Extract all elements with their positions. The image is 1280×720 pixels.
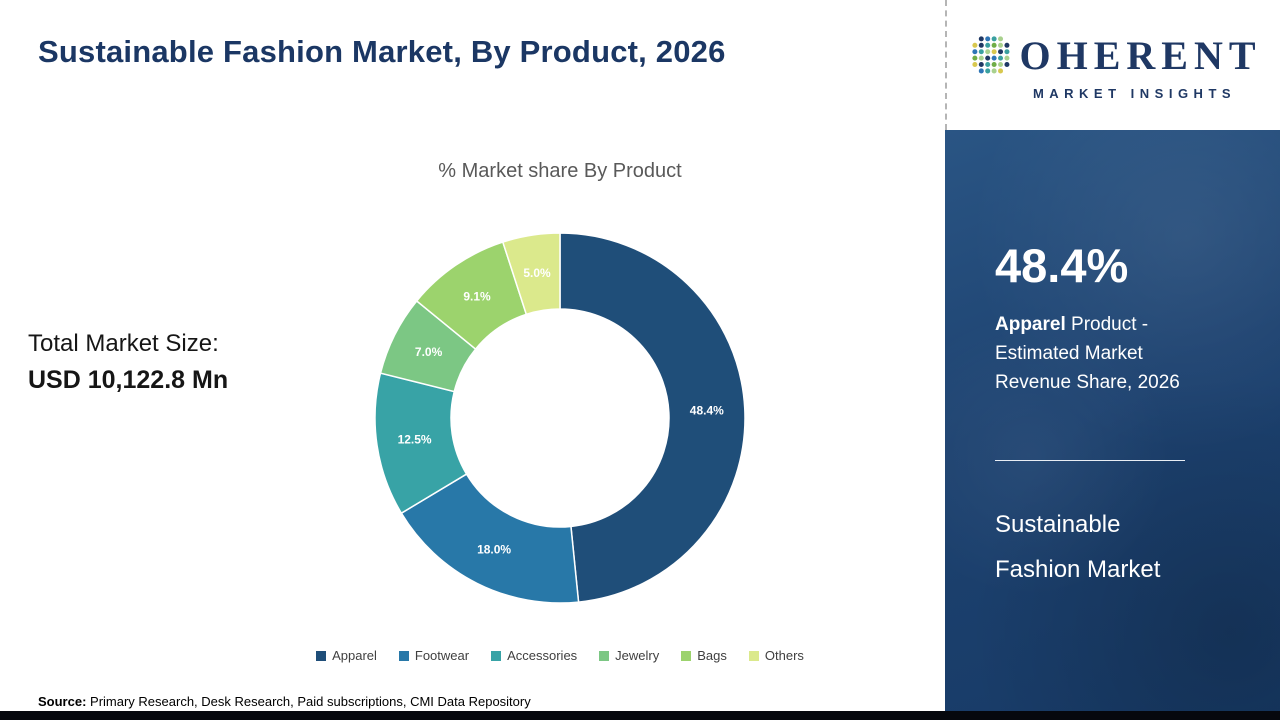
donut-chart: 48.4% 18.0% 12.5% 7.0% 9.1% 5.0% <box>374 232 746 604</box>
coherent-globe-icon <box>972 36 1010 74</box>
globe-dot <box>992 36 998 42</box>
globe-dot <box>979 42 985 48</box>
brand-logo: OHERENT MARKET INSIGHTS <box>945 0 1280 130</box>
globe-dot <box>992 55 998 61</box>
donut-label-accessories: 12.5% <box>398 433 432 447</box>
globe-dot <box>998 55 1004 61</box>
globe-dot <box>985 62 991 68</box>
globe-dot <box>972 42 978 48</box>
highlight-caption-line2: Estimated Market <box>995 343 1143 364</box>
legend-item-accessories: Accessories <box>491 648 577 663</box>
globe-dot <box>985 68 991 74</box>
highlight-value: 48.4% <box>995 239 1129 292</box>
globe-dot <box>979 62 985 68</box>
legend-label: Others <box>764 648 804 663</box>
globe-dot <box>992 49 998 55</box>
globe-dot <box>1004 49 1010 55</box>
donut-label-others: 5.0% <box>523 266 551 280</box>
legend-label: Footwear <box>414 648 470 663</box>
highlight-caption-line1: Apparel Product - <box>995 310 1180 339</box>
globe-dot <box>979 55 985 61</box>
bottom-bar <box>0 711 1280 720</box>
legend-item-footwear: Footwear <box>398 648 470 663</box>
globe-dot <box>985 36 991 42</box>
chart-title: % Market share By Product <box>438 160 682 182</box>
globe-dot <box>972 55 978 61</box>
source-label: Source: <box>38 694 87 709</box>
globe-dot <box>972 62 978 68</box>
legend-swatch-icon <box>398 650 409 661</box>
highlight-caption-line1-rest: Product - <box>1065 314 1149 335</box>
globe-dot <box>1004 55 1010 61</box>
highlight-caption: Apparel Product - Estimated Market Reven… <box>995 310 1180 397</box>
globe-dot <box>1004 62 1010 68</box>
legend-item-jewelry: Jewelry <box>599 648 659 663</box>
logo-wordmark: OHERENT <box>1019 32 1262 78</box>
market-name-line1: Sustainable <box>995 511 1121 538</box>
globe-dot <box>979 36 985 42</box>
globe-dot <box>1004 42 1010 48</box>
highlight-caption-line3: Revenue Share, 2026 <box>995 372 1180 393</box>
page-title: Sustainable Fashion Market, By Product, … <box>38 34 726 69</box>
legend-label: Jewelry <box>615 648 660 663</box>
legend-label: Apparel <box>332 648 377 663</box>
legend-swatch-icon <box>681 650 692 661</box>
legend-item-others: Others <box>748 648 804 663</box>
source-note: Source: Primary Research, Desk Research,… <box>38 694 531 709</box>
market-name-line2: Fashion Market <box>995 556 1161 583</box>
highlight-panel: 48.4% Apparel Product - Estimated Market… <box>945 130 1280 720</box>
globe-dot <box>992 68 998 74</box>
logo-subtitle: MARKET INSIGHTS <box>1032 86 1237 101</box>
total-market-label: Total Market Size: <box>28 330 219 357</box>
panel-divider <box>995 460 1185 461</box>
total-market-block: Total Market Size: USD 10,122.8 Mn <box>28 326 228 398</box>
donut-label-apparel: 48.4% <box>690 404 724 418</box>
globe-dot <box>972 49 978 55</box>
donut-segment-apparel <box>559 232 746 603</box>
globe-dot <box>985 55 991 61</box>
market-name: Sustainable Fashion Market <box>995 502 1160 592</box>
source-text: Primary Research, Desk Research, Paid su… <box>86 694 531 709</box>
total-market-value: USD 10,122.8 Mn <box>28 366 229 394</box>
globe-dot <box>985 49 991 55</box>
legend-item-bags: Bags <box>681 648 727 663</box>
legend-swatch-icon <box>491 650 502 661</box>
legend-swatch-icon <box>599 650 610 661</box>
globe-dot <box>998 68 1004 74</box>
legend-label: Bags <box>697 648 727 663</box>
donut-label-footwear: 18.0% <box>477 542 511 556</box>
legend-swatch-icon <box>748 650 759 661</box>
donut-segment-others <box>501 232 561 316</box>
globe-dot <box>985 42 991 48</box>
legend-item-apparel: Apparel <box>316 648 377 663</box>
donut-label-jewelry: 7.0% <box>415 345 443 359</box>
globe-dot <box>998 62 1004 68</box>
globe-dot <box>979 68 985 74</box>
logo-wordmark-row: OHERENT <box>965 29 1261 81</box>
legend-swatch-icon <box>316 650 327 661</box>
globe-dot <box>998 42 1004 48</box>
globe-dot <box>998 49 1004 55</box>
donut-label-bags: 9.1% <box>463 290 491 304</box>
highlight-caption-bold: Apparel <box>995 314 1066 335</box>
globe-dot <box>992 62 998 68</box>
legend-label: Accessories <box>507 648 578 663</box>
globe-dot <box>979 49 985 55</box>
chart-legend: Apparel Footwear Accessories Jewelry Bags Oth… <box>120 648 1000 663</box>
globe-dot <box>998 36 1004 42</box>
globe-dot <box>992 42 998 48</box>
